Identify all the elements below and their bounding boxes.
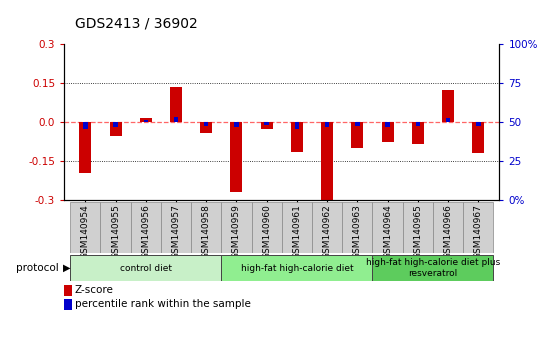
Bar — [140, 118, 152, 122]
Bar — [433, 202, 463, 253]
Bar — [282, 202, 312, 253]
Bar — [446, 118, 450, 122]
Bar — [70, 202, 100, 253]
Bar — [222, 255, 373, 281]
Text: protocol: protocol — [16, 263, 59, 273]
Bar — [174, 117, 178, 122]
Bar — [352, 122, 363, 148]
Bar — [204, 122, 209, 126]
Bar — [312, 202, 342, 253]
Bar — [200, 122, 212, 132]
Bar — [325, 122, 329, 127]
Text: GSM140955: GSM140955 — [111, 204, 120, 259]
Bar — [476, 122, 480, 126]
Bar — [191, 202, 222, 253]
Bar — [83, 122, 88, 129]
Bar — [295, 122, 299, 129]
Text: GSM140964: GSM140964 — [383, 204, 392, 259]
Text: Z-score: Z-score — [75, 285, 113, 295]
Bar — [342, 202, 373, 253]
Bar — [463, 202, 493, 253]
Bar — [321, 122, 333, 205]
Text: GSM140956: GSM140956 — [141, 204, 150, 259]
Bar — [252, 202, 282, 253]
Text: GSM140963: GSM140963 — [353, 204, 362, 259]
Bar — [64, 299, 72, 310]
Bar — [230, 122, 243, 192]
Text: GSM140961: GSM140961 — [292, 204, 301, 259]
Bar — [355, 122, 359, 126]
Text: GSM140965: GSM140965 — [413, 204, 422, 259]
Bar — [373, 255, 493, 281]
Bar — [234, 122, 239, 127]
Text: ▶: ▶ — [62, 263, 70, 273]
Bar — [113, 122, 118, 127]
Bar — [70, 255, 222, 281]
Text: GSM140957: GSM140957 — [171, 204, 180, 259]
Text: GSM140960: GSM140960 — [262, 204, 271, 259]
Bar — [261, 122, 273, 129]
Text: percentile rank within the sample: percentile rank within the sample — [75, 299, 251, 309]
Text: GSM140966: GSM140966 — [444, 204, 453, 259]
Text: high-fat high-calorie diet plus
resveratrol: high-fat high-calorie diet plus resverat… — [366, 258, 500, 278]
Bar — [109, 122, 122, 136]
Bar — [442, 90, 454, 122]
Bar — [373, 202, 403, 253]
Bar — [131, 202, 161, 253]
Text: GSM140958: GSM140958 — [202, 204, 211, 259]
Text: GSM140954: GSM140954 — [81, 204, 90, 259]
Bar — [291, 122, 303, 152]
Text: GDS2413 / 36902: GDS2413 / 36902 — [75, 16, 198, 30]
Bar — [386, 122, 390, 127]
Text: high-fat high-calorie diet: high-fat high-calorie diet — [240, 264, 353, 273]
Bar — [472, 122, 484, 153]
Bar — [100, 202, 131, 253]
Bar — [161, 202, 191, 253]
Bar — [416, 122, 420, 126]
Bar — [64, 285, 72, 296]
Bar — [264, 122, 269, 125]
Bar — [412, 122, 424, 144]
Text: GSM140967: GSM140967 — [474, 204, 483, 259]
Bar — [403, 202, 433, 253]
Text: control diet: control diet — [120, 264, 172, 273]
Bar — [170, 87, 182, 122]
Bar — [382, 122, 393, 142]
Bar — [79, 122, 92, 173]
Text: GSM140962: GSM140962 — [323, 204, 331, 259]
Bar — [143, 120, 148, 122]
Text: GSM140959: GSM140959 — [232, 204, 241, 259]
Bar — [222, 202, 252, 253]
